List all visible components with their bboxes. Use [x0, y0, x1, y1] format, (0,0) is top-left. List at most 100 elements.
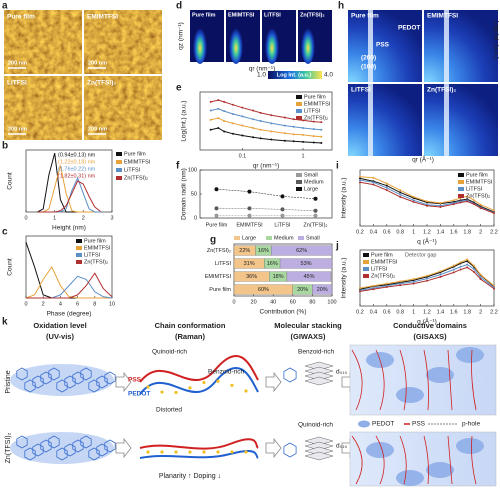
x-tick-label: 2 [82, 215, 85, 221]
row-label: Zn(TFSI)₂ [5, 432, 12, 463]
y-axis-label: Count [7, 258, 14, 276]
y-axis-label: Count [7, 172, 14, 190]
raman-label: Distorted [156, 407, 182, 414]
shape [24, 447, 36, 461]
shape [423, 435, 429, 485]
point [399, 193, 402, 196]
point [217, 117, 220, 120]
x-tick-label: 0.4 [370, 229, 378, 235]
shape [32, 375, 44, 389]
x-tick-label: 2 [42, 301, 45, 307]
point [479, 203, 482, 206]
x-axis-label: Phase (degree) [47, 311, 92, 318]
legend-label: Medium [274, 235, 294, 241]
panel-label: h [338, 1, 344, 12]
shape [193, 24, 207, 64]
point [312, 135, 315, 138]
point [302, 126, 305, 129]
point [385, 182, 388, 185]
point [313, 196, 318, 201]
shape [304, 376, 334, 386]
x-axis-label: Height (nm) [52, 225, 86, 232]
legend-label: Zn(TFSI)₂ [124, 175, 148, 181]
point [320, 121, 323, 124]
column-title: Oxidation level [33, 321, 86, 330]
tile-label: Pure film [351, 13, 379, 20]
x-tick-label: 0 [24, 215, 27, 221]
point [466, 266, 469, 269]
shape [115, 437, 132, 459]
tile-label: Zn(TFSI)₂ [300, 12, 325, 18]
shape [230, 383, 234, 387]
stacking-label: Quinoid-rich [298, 422, 333, 429]
shape [229, 24, 243, 64]
legend-swatch [296, 116, 302, 120]
point [302, 119, 305, 122]
point [209, 109, 212, 112]
legend-swatch [116, 168, 122, 172]
y-axis-label: Log(Int.) (a.u.) [181, 100, 188, 141]
x-axis-label: q (Å⁻¹) [417, 317, 437, 326]
tile-label: LiTFSI [7, 80, 27, 87]
legend-label: LiTFSI [124, 167, 141, 173]
point [223, 100, 226, 103]
shape [216, 379, 220, 383]
scale-label: 200 nm [88, 60, 107, 66]
point [214, 187, 219, 192]
legend-swatch [76, 253, 82, 257]
point [385, 189, 388, 192]
x-tick-label: LiTFSI [274, 222, 291, 228]
raman-trend: Planarity ↑ Doping ↓ [159, 473, 221, 480]
x-tick-label: 4 [59, 301, 62, 307]
x-tick-label: 8 [93, 301, 96, 307]
x-tick-label: 1 [302, 153, 305, 159]
scale-label: 200 nm [8, 126, 27, 132]
legend-label: PEDOT [372, 421, 394, 428]
x-tick-label: 0 [232, 299, 235, 305]
layout [4, 10, 498, 487]
point [241, 134, 244, 137]
x-tick-label: 40 [270, 299, 276, 305]
point [280, 207, 285, 212]
shape [444, 84, 449, 156]
point [372, 288, 375, 291]
legend-swatch [76, 260, 82, 264]
point [452, 199, 455, 202]
y-tick-label: 0 [194, 215, 197, 221]
point [472, 268, 475, 271]
panel-label: g [210, 235, 216, 246]
shape [202, 380, 206, 385]
point [252, 118, 255, 121]
point [223, 110, 226, 113]
shape [139, 355, 259, 383]
shape [56, 379, 68, 393]
y-axis-label: Intensity (a.u.) [341, 257, 348, 298]
point [232, 122, 235, 125]
shape [64, 443, 76, 457]
point [472, 203, 475, 206]
x-tick-label: 0.4 [370, 309, 378, 315]
point [479, 273, 482, 276]
shape [426, 367, 454, 383]
shape [268, 71, 322, 79]
panel-label: d [176, 1, 182, 12]
legend-swatch [363, 260, 369, 264]
shape [244, 389, 248, 393]
series-line [37, 180, 101, 213]
shape [265, 371, 282, 393]
point [399, 282, 402, 285]
y-tick-label: EMIMTFSI [205, 274, 232, 280]
x-tick-label: 0.6 [383, 309, 391, 315]
point [439, 205, 442, 208]
series-line [37, 165, 101, 213]
shape [96, 375, 108, 389]
shape [216, 450, 220, 454]
point [252, 136, 255, 139]
x-axis-label: Contribution (%) [260, 309, 307, 316]
x-tick-label: 0.6 [383, 229, 391, 235]
shape [471, 349, 477, 411]
point [214, 206, 219, 211]
annotation: (1.22±0.18) nm [58, 159, 96, 165]
point [283, 116, 286, 119]
point [385, 285, 388, 288]
